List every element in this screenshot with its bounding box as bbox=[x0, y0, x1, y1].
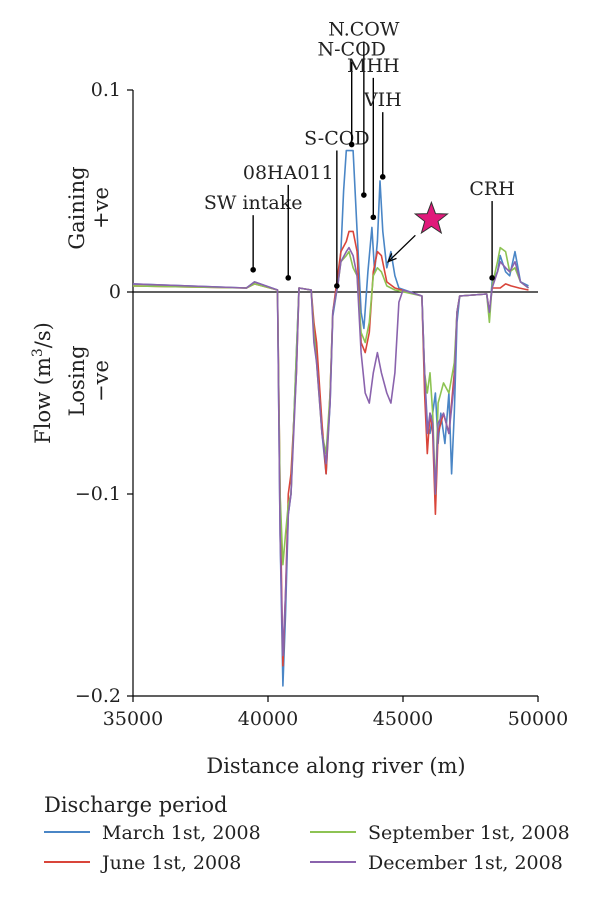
losing-label: Losing bbox=[65, 345, 89, 416]
star-arrow-head-icon bbox=[386, 253, 397, 263]
losing-sign-label: −ve bbox=[89, 360, 113, 402]
x-tick-label: 40000 bbox=[238, 708, 298, 730]
y-tick-label: 0 bbox=[109, 281, 121, 303]
annotation-label: SW intake bbox=[204, 192, 303, 214]
x-axis-label: Distance along river (m) bbox=[206, 754, 465, 778]
annotation-label: 08HA011 bbox=[243, 162, 334, 184]
annotation-point bbox=[250, 266, 256, 273]
y-axis-label-base: Flow (m bbox=[31, 357, 55, 444]
annotation-point bbox=[379, 174, 386, 180]
legend-label-march: March 1st, 2008 bbox=[102, 822, 261, 844]
annotation-point bbox=[361, 192, 367, 198]
series-line-1 bbox=[132, 149, 529, 687]
annotation-point bbox=[285, 275, 292, 281]
y-axis-label-group: Flow (m3/s) Gaining +ve Losing −ve bbox=[30, 166, 113, 443]
annotation-point bbox=[489, 275, 495, 281]
series-line-4 bbox=[132, 246, 529, 657]
legend-title: Discharge period bbox=[44, 793, 227, 817]
legend: Discharge period March 1st, 2008 June 1s… bbox=[44, 793, 570, 874]
x-tick-label: 35000 bbox=[103, 708, 163, 730]
y-tick-label: −0.1 bbox=[75, 483, 121, 505]
annotation-point bbox=[334, 283, 340, 289]
series-layer bbox=[132, 149, 529, 687]
y-axis-label-tail: /s) bbox=[31, 322, 55, 348]
star-arrow-line bbox=[387, 234, 416, 263]
annotation-label: VIH bbox=[363, 89, 402, 111]
y-axis-label: Flow (m3/s) bbox=[30, 322, 55, 444]
y-tick-label: 0.1 bbox=[91, 79, 121, 101]
x-tick-label: 50000 bbox=[508, 708, 568, 730]
legend-label-december: December 1st, 2008 bbox=[368, 852, 563, 874]
annotation-label: N.COW bbox=[328, 18, 400, 40]
series-line-2 bbox=[132, 230, 529, 667]
star-marker-icon bbox=[413, 200, 449, 235]
axes-layer: −0.2 −0.1 0 0.1 35000 40000 45000 50000 bbox=[75, 79, 568, 730]
gaining-label: Gaining bbox=[65, 166, 89, 249]
annotation-label: MHH bbox=[347, 55, 400, 77]
gaining-sign-label: +ve bbox=[89, 187, 113, 229]
annotation-point bbox=[370, 214, 377, 221]
annotation-label: CRH bbox=[469, 178, 514, 200]
annotation-label: S-COD bbox=[304, 128, 369, 150]
y-axis-label-sup: 3 bbox=[30, 348, 46, 357]
legend-label-september: September 1st, 2008 bbox=[368, 822, 570, 844]
y-tick-label: −0.2 bbox=[75, 685, 121, 707]
x-tick-label: 45000 bbox=[373, 708, 433, 730]
legend-label-june: June 1st, 2008 bbox=[100, 852, 241, 874]
annotation-point bbox=[348, 141, 355, 148]
annotation-label: N-COD bbox=[317, 39, 385, 61]
